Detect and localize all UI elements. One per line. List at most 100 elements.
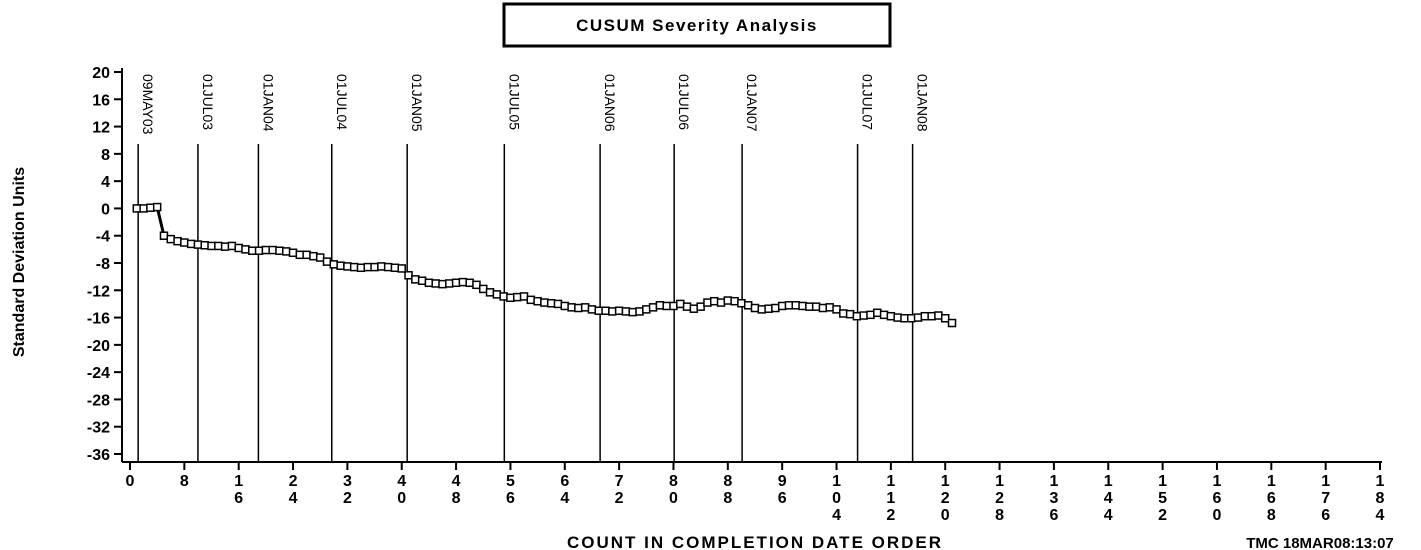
data-point <box>845 309 855 319</box>
data-point <box>940 314 950 323</box>
chart-title: CUSUM Severity Analysis <box>576 16 818 35</box>
data-point <box>709 296 719 306</box>
data-point <box>193 240 203 249</box>
data-point <box>431 279 440 288</box>
reference-label: 01JAN06 <box>602 74 618 132</box>
data-point <box>492 290 502 299</box>
data-point <box>608 307 617 316</box>
data-point <box>445 279 454 288</box>
data-point <box>771 303 780 313</box>
data-point <box>927 311 936 321</box>
data-point <box>866 310 875 320</box>
data-point <box>594 306 603 315</box>
data-point <box>805 302 814 311</box>
y-tick-label: -16 <box>87 311 110 328</box>
data-point <box>900 314 909 323</box>
data-point <box>798 301 807 311</box>
data-point <box>811 302 821 311</box>
data-point <box>533 296 542 306</box>
y-tick-label: -36 <box>87 447 110 464</box>
data-point <box>750 303 760 313</box>
data-point <box>499 292 508 301</box>
data-point <box>139 204 148 213</box>
data-point <box>777 301 787 311</box>
data-point <box>261 245 271 255</box>
data-point <box>852 311 862 321</box>
data-point <box>343 262 352 271</box>
data-point <box>322 257 332 266</box>
data-point <box>682 302 692 311</box>
data-point <box>614 306 624 315</box>
y-tick-label: -24 <box>87 365 110 382</box>
data-point <box>207 241 216 251</box>
data-point <box>356 263 366 273</box>
reference-label: 01JUL07 <box>860 74 876 130</box>
data-point <box>288 248 298 258</box>
data-point <box>254 246 264 255</box>
y-axis-label: Standard Deviation Units <box>11 167 28 357</box>
data-point <box>329 260 339 269</box>
data-point <box>152 202 162 212</box>
y-tick-label: -32 <box>87 420 110 437</box>
data-point <box>716 298 726 307</box>
data-point <box>567 303 576 312</box>
footer: TMC 18MAR08:13:07 <box>1246 535 1394 550</box>
data-point <box>934 311 943 320</box>
data-point <box>383 262 393 272</box>
data-point <box>227 241 237 251</box>
data-point <box>764 304 773 313</box>
data-point <box>214 241 223 251</box>
data-point <box>458 277 468 287</box>
reference-label: 01JAN08 <box>915 74 931 132</box>
reference-label: 01JUL03 <box>200 74 216 130</box>
y-tick-label: -8 <box>96 256 110 273</box>
data-point <box>791 301 801 310</box>
y-tick-label: -20 <box>87 338 110 355</box>
data-point <box>349 262 359 272</box>
data-point <box>757 305 767 314</box>
data-point <box>540 298 549 307</box>
y-tick-label: 20 <box>92 65 110 82</box>
data-point <box>893 313 902 322</box>
data-point <box>689 304 699 313</box>
data-point <box>669 301 678 311</box>
data-point <box>676 299 685 309</box>
reference-label: 01JUL05 <box>506 74 522 130</box>
data-point <box>642 305 651 314</box>
data-point <box>519 292 529 301</box>
data-point <box>268 245 277 255</box>
x-axis-label: COUNT IN COMPLETION DATE ORDER <box>567 533 943 550</box>
data-point <box>132 204 142 213</box>
data-point <box>159 231 169 240</box>
data-point <box>146 203 155 212</box>
data-point <box>479 284 488 294</box>
data-point <box>451 278 461 288</box>
data-point <box>315 253 325 262</box>
data-point <box>512 292 522 302</box>
data-point <box>737 298 746 308</box>
data-point <box>832 305 841 314</box>
data-point <box>825 303 834 312</box>
data-point <box>696 302 705 311</box>
data-point <box>879 310 889 320</box>
y-tick-label: 0 <box>101 201 110 218</box>
data-point <box>546 298 556 308</box>
data-point <box>947 318 957 328</box>
data-point <box>635 307 644 316</box>
data-point <box>601 306 610 315</box>
data-point <box>404 271 413 280</box>
data-point <box>173 236 182 246</box>
title-box <box>502 2 892 48</box>
